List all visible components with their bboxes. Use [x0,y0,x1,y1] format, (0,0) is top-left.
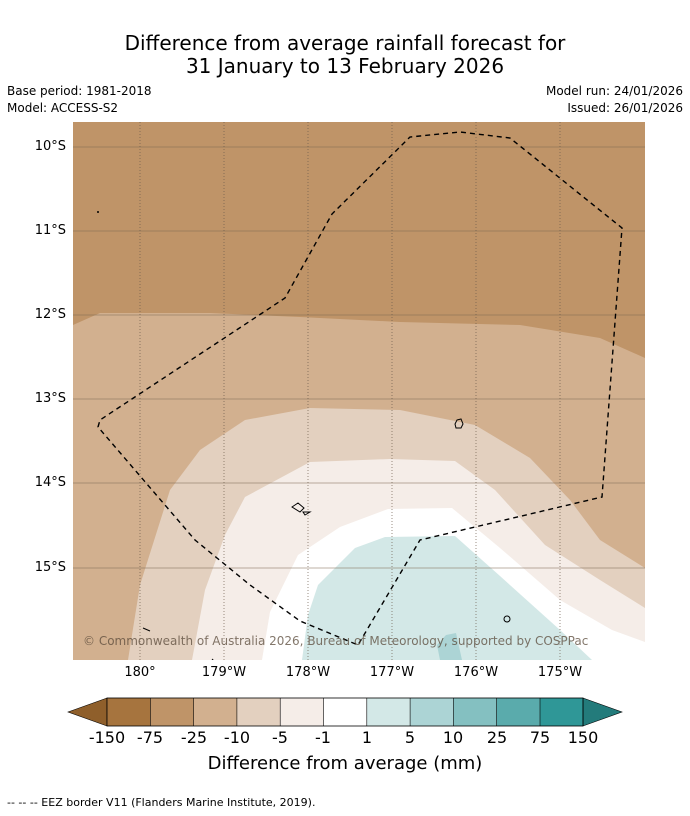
island-east [503,615,511,623]
colorbar-segment-3 [193,698,237,726]
base-period-text: Base period: 1981-2018 [7,84,152,98]
eez-footnote: -- -- -- EEZ border V11 (Flanders Marine… [7,796,316,809]
colorbar-tick-label: 75 [529,728,551,747]
map-title-line1: Difference from average rainfall forecas… [124,31,566,55]
latitude-gridlines [73,146,645,569]
colorbar-frame [106,697,584,727]
colorbar-segment-10 [496,698,540,726]
model-text: Model: ACCESS-S2 [7,101,119,115]
lon-label-178w: 178°W [285,665,331,680]
meta-right: Model run: 24/01/2026 Issued: 26/01/2026 [546,83,683,117]
eez-border [97,131,623,646]
colorbar-segment-4 [236,698,281,726]
colorbar-segment-7 [366,698,411,726]
colorbar-segment-9 [453,698,497,726]
island-northwest [97,211,99,213]
lon-label-176w: 176°W [453,665,499,680]
island-north [454,418,464,429]
map-title: Difference from average rainfall forecas… [0,32,690,78]
issued-text: Issued: 26/01/2026 [567,101,683,115]
lon-label-177w: 177°W [369,665,415,680]
colorbar-tick-label: -150 [88,728,126,747]
colorbar-tick-label: -10 [223,728,251,747]
lat-label-10s: 10°S [34,139,66,154]
colorbar-tick-label: 5 [404,728,416,747]
colorbar-tick-label: 10 [442,728,464,747]
lat-label-15s: 15°S [34,560,66,575]
island-southwest [142,627,151,632]
colorbar-tick-label: 25 [486,728,508,747]
lat-label-11s: 11°S [34,223,66,238]
colorbar-tick-label: 1 [361,728,373,747]
colorbar-tick-label: -75 [136,728,164,747]
colorbar-title: Difference from average (mm) [207,753,483,774]
colorbar-segment-1 [107,698,151,726]
colorbar-segment-8 [410,698,454,726]
lat-label-13s: 13°S [34,391,66,406]
colorbar-segment-5 [280,698,324,726]
meta-left: Base period: 1981-2018 Model: ACCESS-S2 [7,83,152,117]
colorbar-tick-label: -5 [272,728,288,747]
lon-label-175w: 175°W [537,665,583,680]
colorbar-over-arrow [582,697,623,727]
colorbar-segment-11 [540,698,583,726]
colorbar-tick-label: -25 [180,728,208,747]
colorbar-segment-2 [150,698,194,726]
colorbar-segment-6 [323,698,367,726]
lon-label-179w: 179°W [201,665,247,680]
band-wet-5 [437,633,462,660]
copyright-text: © Commonwealth of Australia 2026, Bureau… [83,634,588,648]
lon-label-180: 180° [124,665,156,680]
lat-label-12s: 12°S [34,307,66,322]
colorbar-tick-label: 150 [567,728,599,747]
band-wet-1 [302,536,592,660]
lat-label-14s: 14°S [34,475,66,490]
map-title-line2: 31 January to 13 February 2026 [185,54,505,78]
colorbar [67,697,623,727]
island-central [291,502,312,516]
island-south [211,658,214,660]
model-run-text: Model run: 24/01/2026 [545,84,683,98]
colorbar-tick-label: -1 [315,728,331,747]
colorbar-under-arrow [67,697,108,727]
